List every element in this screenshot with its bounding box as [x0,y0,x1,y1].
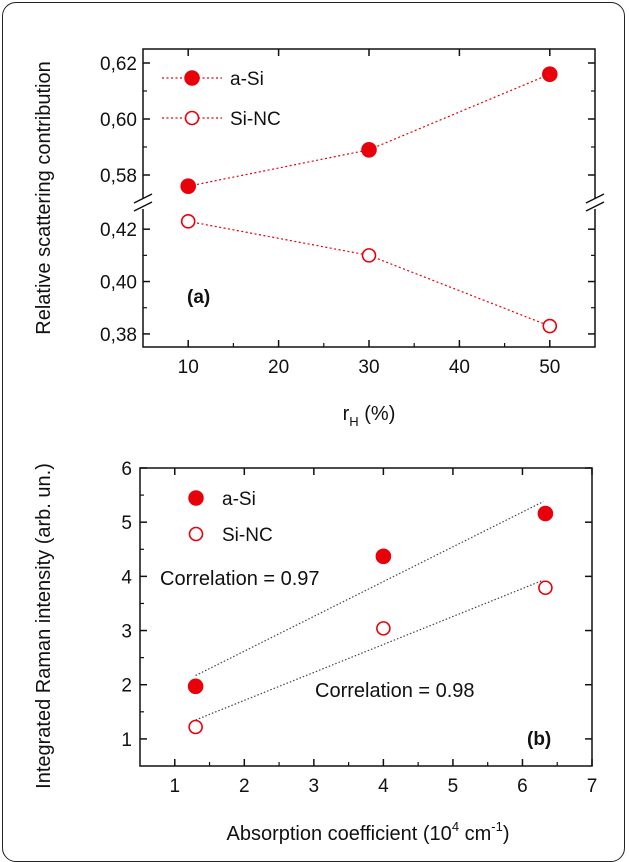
legend-si-nc-label: Si-NC [230,109,281,130]
legend-b-a-si-label: a-Si [222,489,256,510]
panel-a-line-a-si [188,73,551,187]
panel-b-ticks: 1 2 3 4 5 6 7 1 2 3 4 5 6 [121,459,597,797]
panel-b-label: (b) [527,729,551,750]
legend-b-si-nc-marker [188,526,204,542]
correlation-a-si-annotation: Correlation = 0.97 [160,568,320,590]
legend-b-si-nc-label: Si-NC [222,525,273,546]
panel-a-xtick-label: 30 [358,357,379,378]
legend-a-si-marker [184,70,200,86]
panel-b-frame [139,467,593,767]
legend-b-a-si-marker [188,490,204,506]
panel-a-xtick-label: 20 [268,357,289,378]
panel-b-xtick-label: 7 [587,776,598,797]
panel-b-point-a-si [375,548,392,565]
panel-b-xtick-label: 1 [169,776,180,797]
panel-b-legend: a-Si Si-NC [188,489,273,546]
panel-a-line-si-nc [188,220,551,327]
panel-a-ytick-label: 0,62 [100,54,137,75]
panel-a-markers [180,66,558,334]
panel-a-label: (a) [187,287,210,308]
panel-a: 10 20 30 40 50 0,58 0,60 0,62 0,38 0,40 0,42 a-Si … [33,48,605,429]
panel-b-xtick-label: 3 [309,776,320,797]
panel-b-point-si-nc [538,580,553,596]
panel-a-ytick-label: 0,38 [100,325,137,346]
panel-a-legend: a-Si Si-NC [162,69,281,130]
panel-a-point-si-nc [542,318,558,334]
panel-b-point-si-nc [376,621,391,636]
panel-a-frame [142,48,596,348]
panel-a-xtick-label: 40 [449,357,470,378]
panel-b-ytick-label: 6 [121,459,132,480]
panel-b-xtick-label: 5 [448,776,459,797]
panel-b-point-si-nc [188,719,203,735]
panel-a-ytick-label: 0,58 [100,166,137,187]
correlation-si-nc-annotation: Correlation = 0.98 [315,680,475,702]
panel-b-xlabel: Absorption coefficient (104 cm-1) [226,819,509,845]
panel-b-ytick-label: 1 [121,730,132,751]
panel-b-fit-si-nc [195,579,544,721]
panel-b-ytick-label: 4 [121,567,132,588]
panel-b-point-a-si [537,505,554,522]
panel-b-point-a-si [187,678,204,695]
panel-b-markers [187,505,554,735]
panel-a-point-a-si [180,178,196,194]
panel-a-point-a-si [361,142,377,158]
panel-a-axis-break [133,193,605,212]
panel-a-xtick-label: 50 [539,357,560,378]
panel-a-point-si-nc [180,214,196,229]
panel-b-ytick-label: 5 [121,513,132,534]
panel-a-point-a-si [541,66,558,82]
panel-b: 1 2 3 4 5 6 7 1 2 3 4 5 6 a-Si Si-NC Correlation = 0… [33,459,597,845]
panel-a-xtick-label: 10 [178,357,199,378]
panel-b-xtick-label: 2 [239,776,250,797]
panel-a-point-si-nc [361,248,377,263]
panel-a-ytick-label: 0,42 [100,220,137,241]
panel-a-ticks: 10 20 30 40 50 0,58 0,60 0,62 0,38 0,40 0,42 [100,49,595,378]
legend-a-si-label: a-Si [230,69,264,90]
panel-a-xlabel: rH (%) [343,403,396,429]
legend-si-nc-marker [184,110,200,126]
panel-a-ytick-label: 0,60 [100,110,137,131]
panel-a-ytick-label: 0,40 [100,273,137,294]
panel-b-ytick-label: 3 [121,622,132,643]
panel-b-ytick-label: 2 [121,676,132,697]
panel-b-xtick-label: 4 [378,776,389,797]
panel-b-xtick-label: 6 [517,776,528,797]
panel-b-ylabel: Integrated Raman intensity (arb. un.) [33,463,55,789]
panel-a-series-lines [188,73,551,327]
panel-a-ylabel: Relative scattering contribution [33,61,55,334]
panel-b-fit-lines [195,501,544,721]
